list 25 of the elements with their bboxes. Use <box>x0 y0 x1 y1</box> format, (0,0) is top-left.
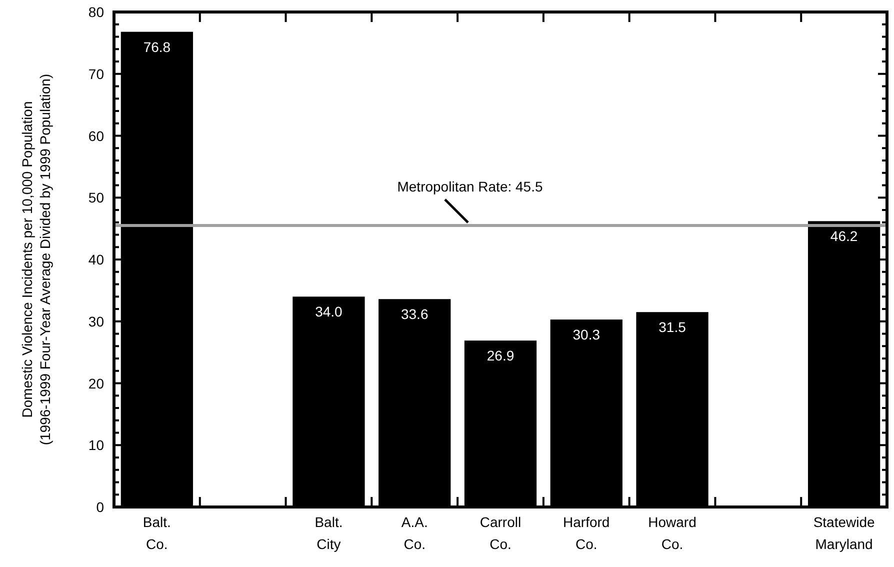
x-tick-label: A.A. Co. <box>401 514 428 552</box>
ref-line-label: Metropolitan Rate: 45.5 <box>397 178 543 194</box>
y-tick-label: 30 <box>88 313 104 330</box>
x-tick-label: Howard Co. <box>648 514 696 552</box>
x-tick-label: Balt. Co. <box>142 514 171 552</box>
data-label: 46.2 <box>830 228 858 244</box>
y-tick-label: 70 <box>88 66 104 82</box>
data-label: 26.9 <box>486 348 514 364</box>
y-tick-label: 50 <box>88 190 104 206</box>
data-label: 34.0 <box>315 304 343 320</box>
data-label: 33.6 <box>400 306 428 322</box>
y-tick-label: 60 <box>88 128 104 144</box>
y-axis-title: Domestic Violence Incidents per 10,000 Population (1996-1999 Four-Year Average Divided by 1999 Population) <box>19 74 53 446</box>
y-tick-label: 10 <box>88 437 104 454</box>
y-tick-label: 0 <box>96 499 104 515</box>
y-tick-label: 40 <box>88 252 104 268</box>
x-tick-label: Harford Co. <box>563 514 610 552</box>
data-label: 30.3 <box>572 326 600 343</box>
data-label: 76.8 <box>143 38 171 55</box>
y-tick-label: 20 <box>88 375 104 392</box>
data-label: 31.5 <box>658 319 686 336</box>
y-tick-label: 80 <box>88 4 104 20</box>
x-tick-label: Statewide Maryland <box>813 514 876 552</box>
x-tick-label: Balt. City <box>314 514 343 552</box>
x-tick-label: Carroll Co. <box>480 514 522 552</box>
